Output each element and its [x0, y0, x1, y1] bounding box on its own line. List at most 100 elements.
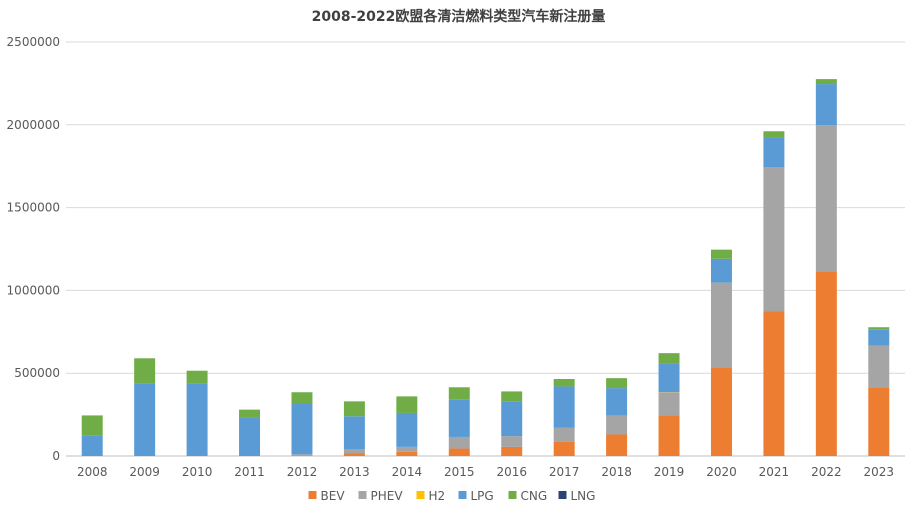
bar-segment-cng-2010	[186, 370, 208, 384]
bar-segment-phev-2019	[658, 392, 680, 416]
y-axis-labels: 0 500000 1000000 1500000 2000000 2500000	[7, 35, 60, 463]
x-tick-label: 2023	[864, 465, 895, 479]
bar-segment-lpg-2023	[868, 329, 890, 346]
legend-swatch	[308, 491, 317, 499]
bar-segment-cng-2019	[658, 353, 680, 364]
bar-segment-cng-2018	[606, 378, 628, 389]
legend-item-bev: BEV	[308, 489, 346, 503]
x-tick-label: 2019	[654, 465, 685, 479]
bar-segment-lpg-2016	[501, 401, 523, 437]
bar-segment-phev-2013	[343, 449, 365, 454]
bar-segment-bev-2022	[815, 271, 837, 456]
legend-item-h2: H2	[416, 489, 446, 503]
bar-segment-cng-2016	[501, 391, 523, 402]
y-tick-label: 2000000	[7, 118, 60, 132]
y-tick-label: 1500000	[7, 201, 60, 215]
bar-segment-cng-2009	[134, 358, 156, 384]
bar-segment-cng-2011	[239, 409, 261, 418]
legend-label: LPG	[471, 489, 494, 503]
bar-segment-lpg-2012	[291, 403, 313, 455]
bar-segment-phev-2018	[606, 415, 628, 435]
bar-segment-lpg-2019	[658, 363, 680, 393]
x-tick-label: 2020	[706, 465, 737, 479]
bar-stacks	[81, 79, 890, 456]
bar-segment-bev-2019	[658, 415, 680, 456]
y-tick-label: 500000	[14, 366, 60, 380]
bar-segment-cng-2022	[815, 79, 837, 85]
legend-label: BEV	[321, 489, 346, 503]
legend-label: CNG	[521, 489, 548, 503]
bar-segment-cng-2023	[868, 327, 890, 330]
x-tick-label: 2018	[601, 465, 632, 479]
bar-segment-lpg-2009	[134, 383, 156, 456]
bar-segment-cng-2021	[763, 131, 785, 138]
legend-label: LNG	[571, 489, 596, 503]
x-tick-label: 2015	[444, 465, 475, 479]
bar-segment-phev-2017	[553, 427, 575, 442]
bar-segment-cng-2008	[81, 415, 103, 436]
bar-segment-cng-2017	[553, 378, 575, 387]
bar-segment-phev-2016	[501, 436, 523, 447]
bar-segment-bev-2013	[343, 453, 365, 456]
legend-label: H2	[429, 489, 446, 503]
legend-item-cng: CNG	[508, 489, 548, 503]
legend-item-lng: LNG	[558, 489, 596, 503]
bar-segment-bev-2021	[763, 311, 785, 456]
bar-segment-bev-2018	[606, 434, 628, 456]
chart-title: 2008-2022欧盟各清洁燃料类型汽车新注册量	[311, 9, 606, 25]
bar-segment-phev-2020	[710, 282, 732, 368]
legend-swatch	[558, 491, 567, 499]
bar-segment-cng-2015	[448, 387, 470, 400]
legend-item-lpg: LPG	[458, 489, 494, 503]
legend-swatch	[416, 491, 425, 499]
bar-segment-lpg-2018	[606, 388, 628, 416]
bar-segment-lpg-2015	[448, 399, 470, 437]
bar-segment-bev-2014	[396, 451, 418, 456]
legend-swatch	[508, 491, 517, 499]
legend-swatch	[358, 491, 367, 499]
bar-segment-phev-2023	[868, 345, 890, 388]
y-tick-label: 0	[52, 449, 60, 463]
x-tick-label: 2016	[496, 465, 527, 479]
bar-segment-bev-2012	[291, 455, 313, 456]
legend-item-phev: PHEV	[358, 489, 404, 503]
x-tick-label: 2012	[287, 465, 318, 479]
x-tick-label: 2008	[77, 465, 108, 479]
bar-segment-phev-2014	[396, 446, 418, 452]
bar-segment-phev-2012	[291, 454, 313, 456]
bar-segment-bev-2017	[553, 441, 575, 456]
bar-segment-cng-2013	[343, 401, 365, 417]
x-axis-labels: 2008 2009 2010 2011 2012 2013 2014 2015 2016 2017…	[77, 465, 894, 479]
bar-segment-lpg-2008	[81, 435, 103, 456]
bar-segment-phev-2021	[763, 167, 785, 312]
bar-segment-lpg-2020	[710, 258, 732, 283]
bar-segment-bev-2016	[501, 446, 523, 456]
bar-segment-bev-2020	[710, 367, 732, 456]
legend: BEV PHEV H2 LPG CNG LNG	[308, 489, 596, 503]
x-tick-label: 2022	[811, 465, 842, 479]
bar-segment-cng-2014	[396, 396, 418, 413]
y-tick-label: 2500000	[7, 35, 60, 49]
bar-segment-lpg-2011	[239, 417, 261, 456]
x-tick-label: 2021	[759, 465, 790, 479]
x-tick-label: 2009	[129, 465, 160, 479]
bar-segment-cng-2012	[291, 392, 313, 404]
bar-segment-lpg-2010	[186, 383, 208, 456]
bar-segment-bev-2015	[448, 448, 470, 456]
legend-label: PHEV	[371, 489, 404, 503]
bar-segment-lpg-2014	[396, 412, 418, 447]
bar-segment-lpg-2022	[815, 84, 837, 126]
bar-segment-lpg-2021	[763, 137, 785, 168]
x-tick-label: 2014	[392, 465, 423, 479]
bar-segment-phev-2015	[448, 436, 470, 449]
x-tick-label: 2010	[182, 465, 213, 479]
x-tick-label: 2017	[549, 465, 580, 479]
bar-segment-lpg-2017	[553, 386, 575, 428]
bar-segment-phev-2022	[815, 125, 837, 272]
legend-swatch	[458, 491, 467, 499]
y-tick-label: 1000000	[7, 283, 60, 297]
x-tick-label: 2013	[339, 465, 370, 479]
bar-segment-lpg-2013	[343, 416, 365, 450]
